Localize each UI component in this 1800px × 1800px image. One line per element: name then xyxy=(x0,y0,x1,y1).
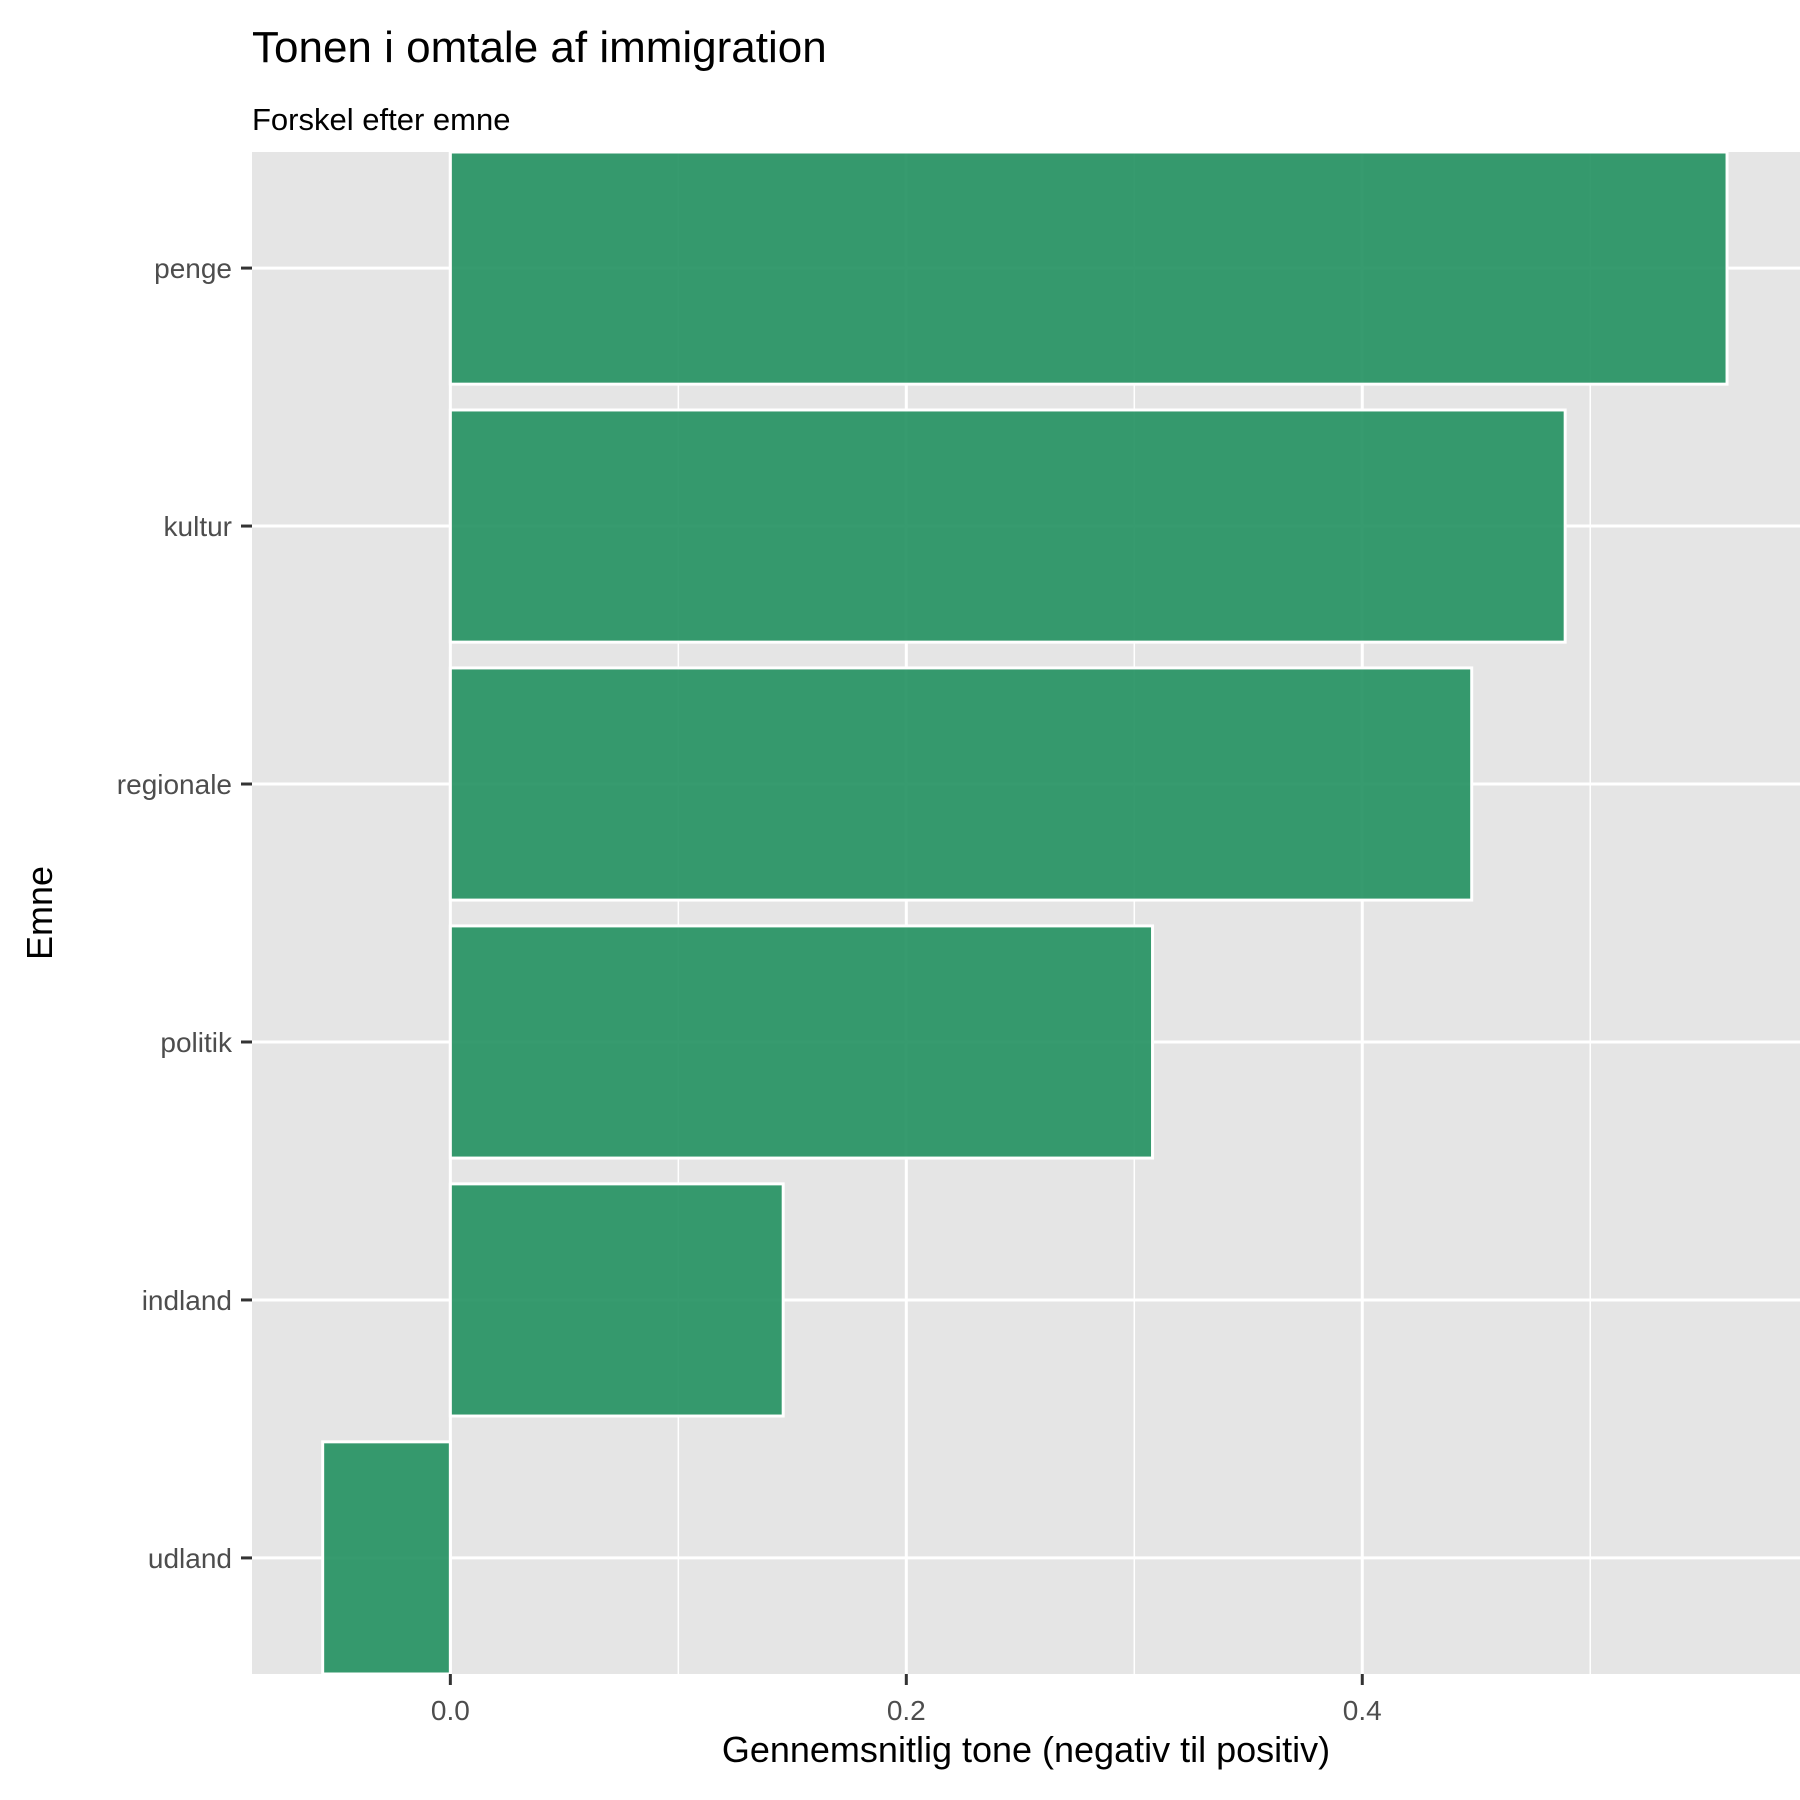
bar-indland xyxy=(448,1182,785,1418)
plot-panel xyxy=(252,152,1800,1674)
bars xyxy=(321,150,1729,1676)
x-tick-label: 0.4 xyxy=(1343,1695,1382,1726)
y-tick-label-udland: udland xyxy=(148,1543,232,1574)
bar-udland xyxy=(321,1440,452,1676)
y-axis-title: Emne xyxy=(19,866,60,960)
y-tick-label-politik: politik xyxy=(160,1027,233,1058)
y-tick-label-indland: indland xyxy=(142,1285,232,1316)
bar-penge xyxy=(448,150,1729,386)
chart-subtitle: Forskel efter emne xyxy=(252,102,510,137)
bar-regionale xyxy=(448,666,1474,902)
bar-kultur xyxy=(448,408,1567,644)
bar-politik xyxy=(448,924,1155,1160)
y-axis: penge kultur regionale politik indland udland xyxy=(117,253,252,1574)
y-tick-label-regionale: regionale xyxy=(117,769,232,800)
x-axis-title: Gennemsnitlig tone (negativ til positiv) xyxy=(722,1729,1330,1770)
chart-title: Tonen i omtale af immigration xyxy=(252,23,827,72)
x-tick-label: 0.2 xyxy=(887,1695,926,1726)
minor-gridlines xyxy=(677,152,1592,1674)
y-tick-label-penge: penge xyxy=(154,253,232,284)
y-tick-label-kultur: kultur xyxy=(164,511,232,542)
x-axis: 0.0 0.2 0.4 xyxy=(431,1674,1382,1726)
x-tick-label: 0.0 xyxy=(431,1695,470,1726)
